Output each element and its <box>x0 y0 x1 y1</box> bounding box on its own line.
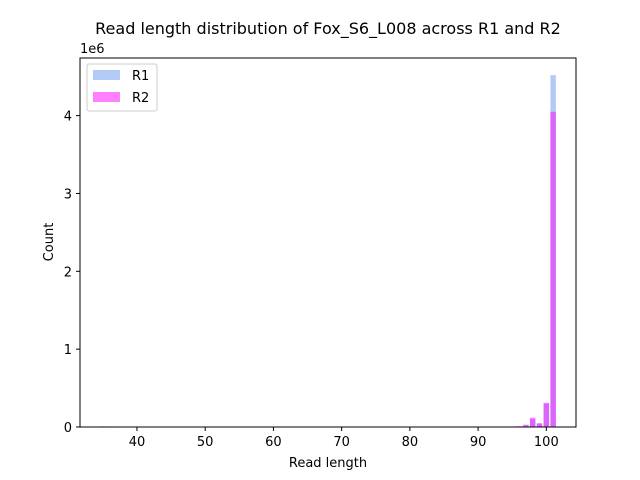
x-tick-label: 90 <box>470 435 487 450</box>
bar-r2-99 <box>536 423 543 427</box>
y-offset-label: 1e6 <box>80 42 105 57</box>
bar-r2-101 <box>550 111 556 428</box>
x-axis-ticks: 40 50 60 70 80 90 100 <box>129 427 559 450</box>
legend-label-r1: R1 <box>132 69 149 84</box>
bars-layer <box>100 75 556 428</box>
bar-r2-98 <box>529 417 536 427</box>
y-axis-label: Count <box>42 223 57 262</box>
x-axis-label: Read length <box>289 456 367 471</box>
bar-r2-97 <box>523 424 529 427</box>
y-tick-label: 3 <box>64 187 72 202</box>
y-tick-label: 0 <box>64 421 72 436</box>
legend-label-r2: R2 <box>132 91 149 106</box>
x-tick-label: 80 <box>402 435 419 450</box>
x-tick-label: 50 <box>197 435 214 450</box>
x-tick-label: 40 <box>129 435 146 450</box>
y-tick-label: 2 <box>64 265 72 280</box>
legend-swatch-r1 <box>93 70 120 80</box>
legend-swatch-r2 <box>93 92 120 102</box>
y-tick-label: 1 <box>64 343 72 358</box>
x-tick-label: 100 <box>534 435 559 450</box>
chart-title: Read length distribution of Fox_S6_L008 … <box>95 19 561 39</box>
y-axis-ticks: 0 1 2 3 4 <box>64 110 80 436</box>
y-tick-label: 4 <box>64 110 72 125</box>
legend: R1 R2 <box>86 63 158 112</box>
x-tick-label: 60 <box>265 435 282 450</box>
bar-r2-100 <box>543 402 550 427</box>
x-tick-label: 70 <box>333 435 350 450</box>
plot-area-frame <box>79 57 577 428</box>
